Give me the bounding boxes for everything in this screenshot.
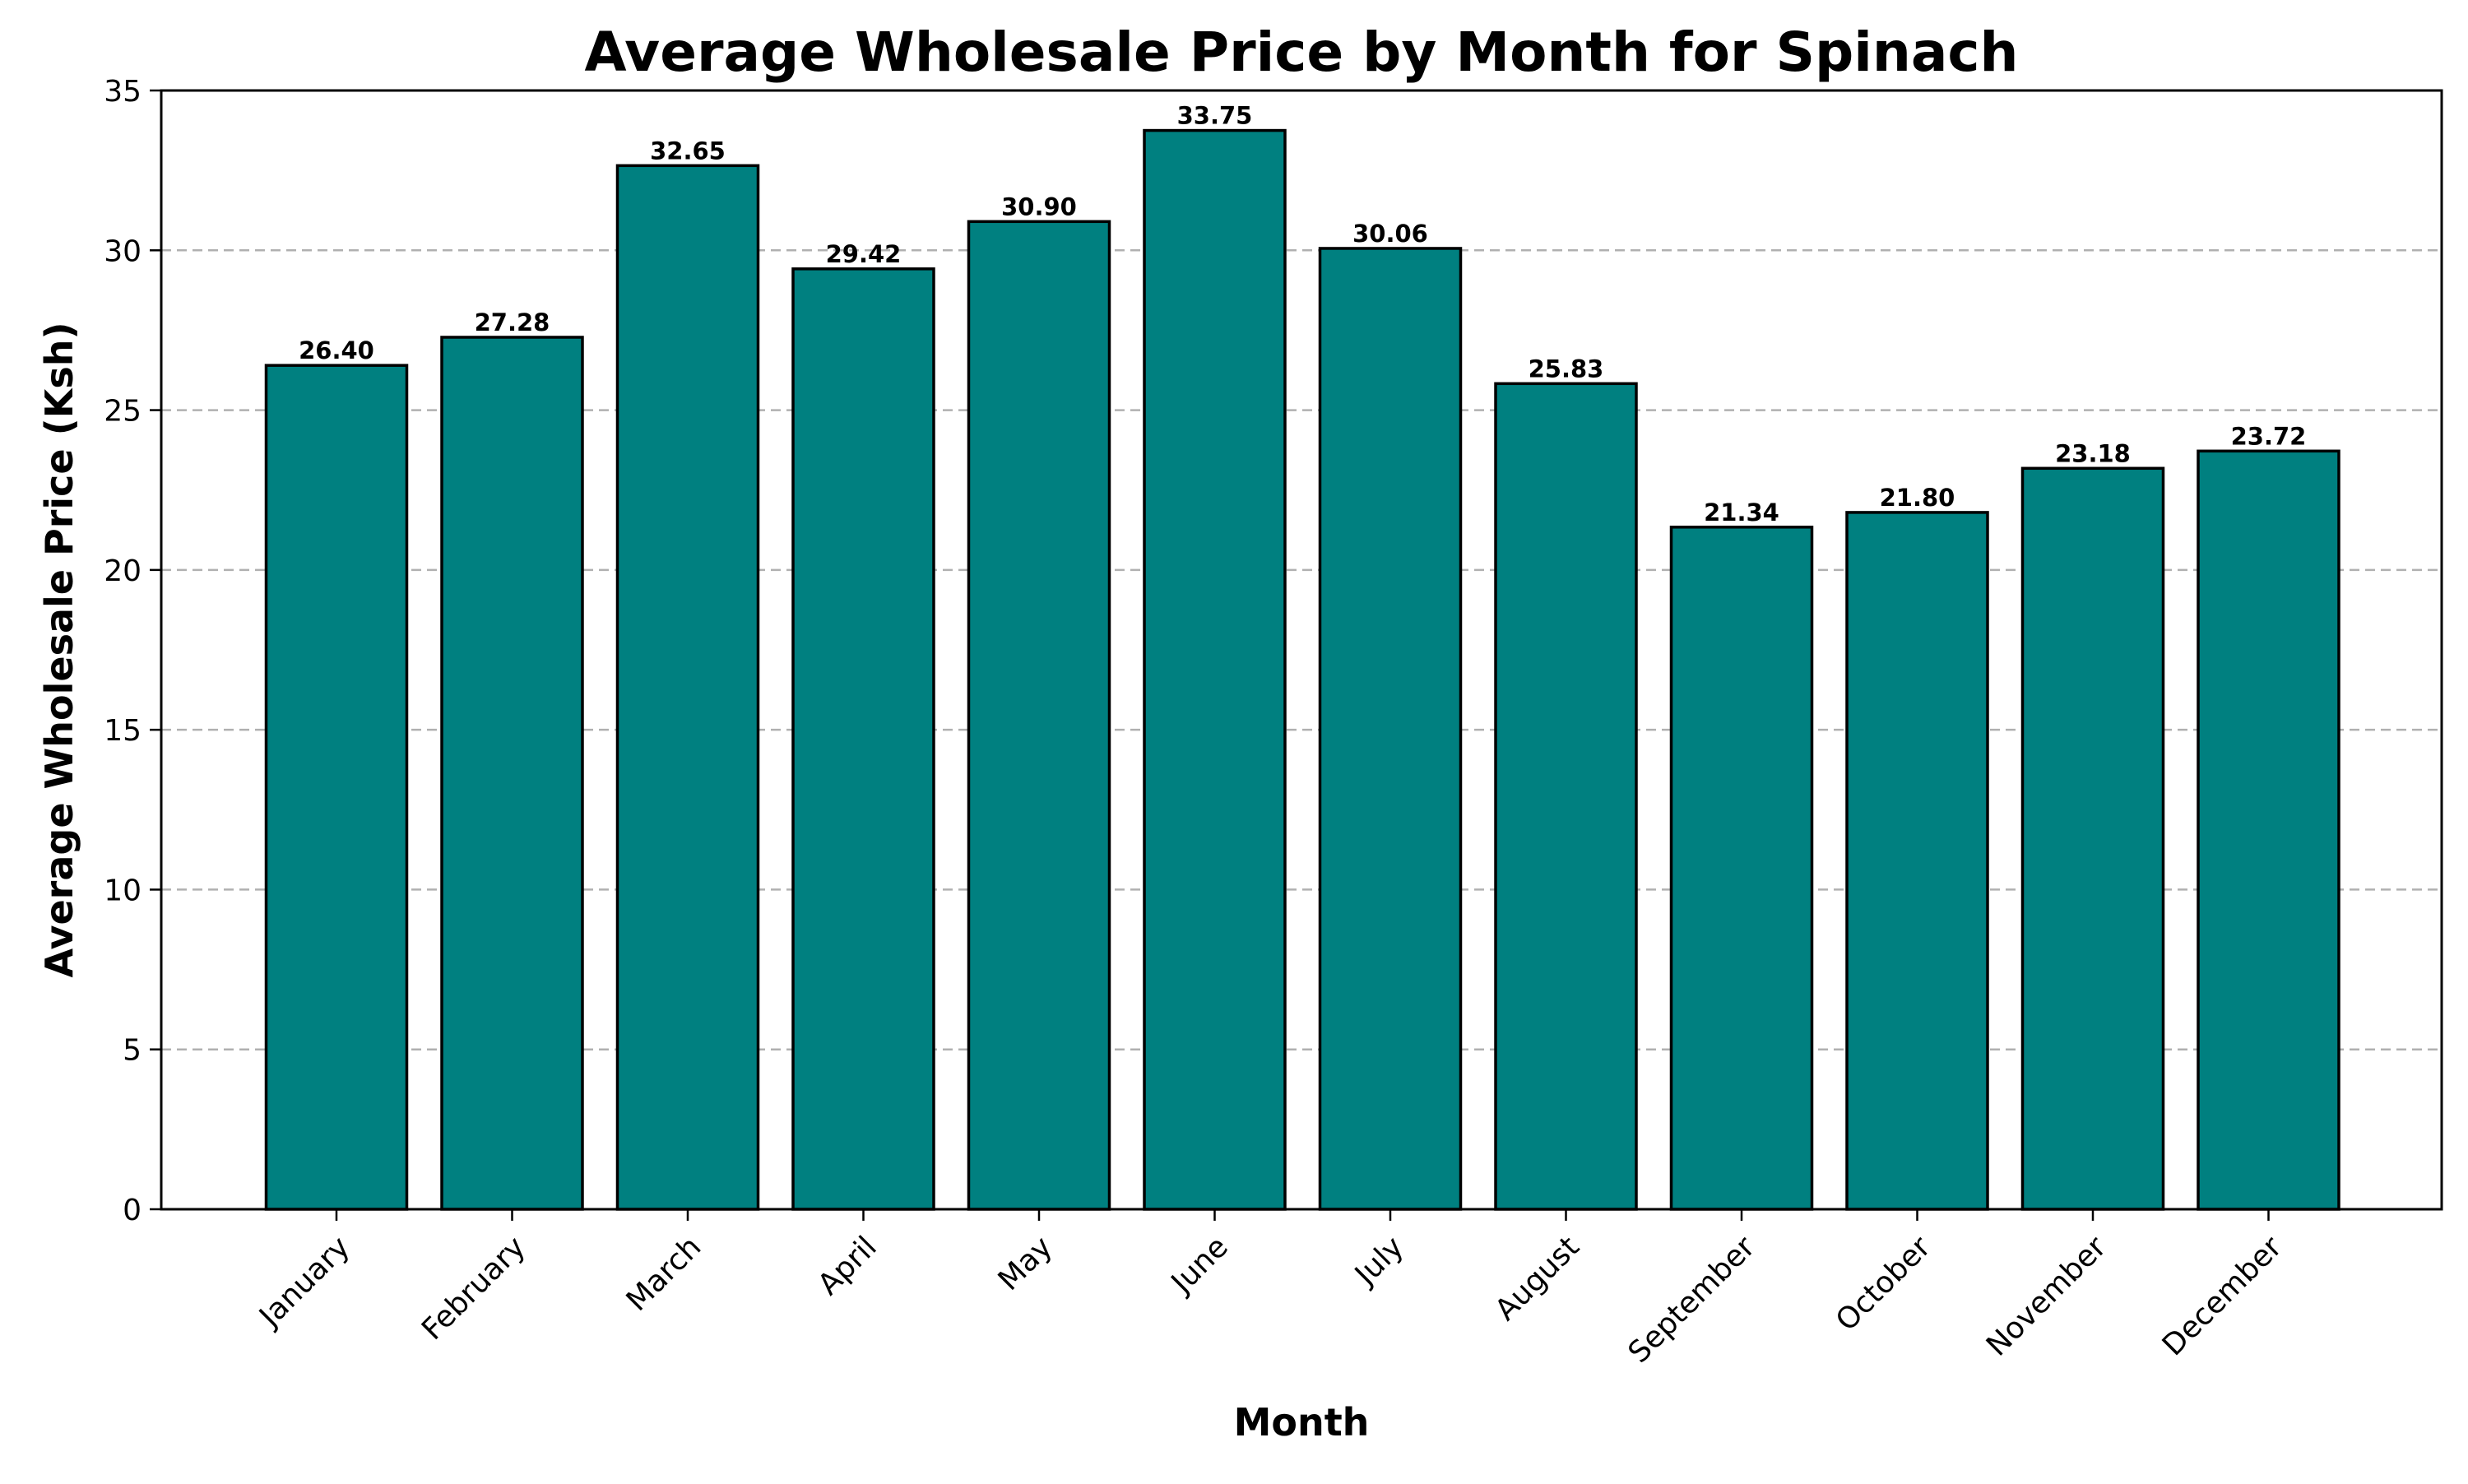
y-tick-label: 10 xyxy=(104,874,141,907)
y-tick-label: 30 xyxy=(104,234,141,268)
bar-december xyxy=(2197,449,2340,1211)
y-tick-label: 15 xyxy=(104,714,141,748)
bar-february xyxy=(440,336,584,1211)
plot-frame xyxy=(160,89,2443,1211)
bar-value-label: 21.80 xyxy=(1880,484,1955,512)
x-tick-label: October xyxy=(1830,1230,1937,1338)
x-tick-label: April xyxy=(812,1230,884,1301)
bar-value-label: 23.72 xyxy=(2231,422,2307,450)
y-tick-label: 35 xyxy=(104,75,141,109)
chart-title: Average Wholesale Price by Month for Spi… xyxy=(584,21,2018,84)
bar-value-label: 33.75 xyxy=(1177,102,1253,130)
x-tick-label: November xyxy=(1980,1230,2113,1363)
x-axis-label: Month xyxy=(1234,1400,1370,1445)
x-tick-label: February xyxy=(415,1230,532,1347)
bar-value-label: 23.18 xyxy=(2055,439,2131,467)
bar-value-label: 25.83 xyxy=(1529,355,1604,383)
y-axis-label: Average Wholesale Price (Ksh) xyxy=(37,322,81,978)
x-tick-label: December xyxy=(2156,1230,2289,1362)
bar-april xyxy=(791,267,935,1211)
x-tick-label: June xyxy=(1164,1230,1235,1301)
bar-value-label: 30.06 xyxy=(1352,220,1428,248)
bar-november xyxy=(2020,466,2165,1211)
x-tick-label: August xyxy=(1489,1230,1586,1327)
y-tick-label: 20 xyxy=(104,554,141,588)
bar-june xyxy=(1143,128,1287,1211)
bar-may xyxy=(967,220,1111,1211)
x-tick-label: July xyxy=(1348,1230,1410,1292)
bar-value-label: 30.90 xyxy=(1001,192,1077,220)
bars xyxy=(264,128,2340,1211)
x-tick-label: January xyxy=(252,1230,356,1334)
bar-september xyxy=(1669,526,1814,1211)
bar-value-label: 21.34 xyxy=(1704,499,1779,526)
bar-value-label: 29.42 xyxy=(826,240,902,268)
x-tick-label: May xyxy=(992,1230,1060,1297)
bar-october xyxy=(1845,511,1989,1211)
x-tick-label: September xyxy=(1622,1230,1762,1370)
bar-value-label: 27.28 xyxy=(475,308,550,336)
bar-august xyxy=(1494,382,1638,1211)
y-tick-label: 0 xyxy=(123,1194,141,1227)
bar-july xyxy=(1318,247,1463,1211)
y-tick-label: 5 xyxy=(123,1034,141,1068)
bar-march xyxy=(615,164,760,1211)
bar-value-label: 26.40 xyxy=(299,336,374,364)
bar-value-label: 32.65 xyxy=(650,137,726,165)
data-labels: 26.40 27.28 32.65 29.42 30.90 33.75 30.06 25.83… xyxy=(299,102,2306,526)
y-tick-label: 25 xyxy=(104,395,141,429)
x-tick-label: March xyxy=(620,1230,708,1318)
bar-january xyxy=(264,364,409,1211)
